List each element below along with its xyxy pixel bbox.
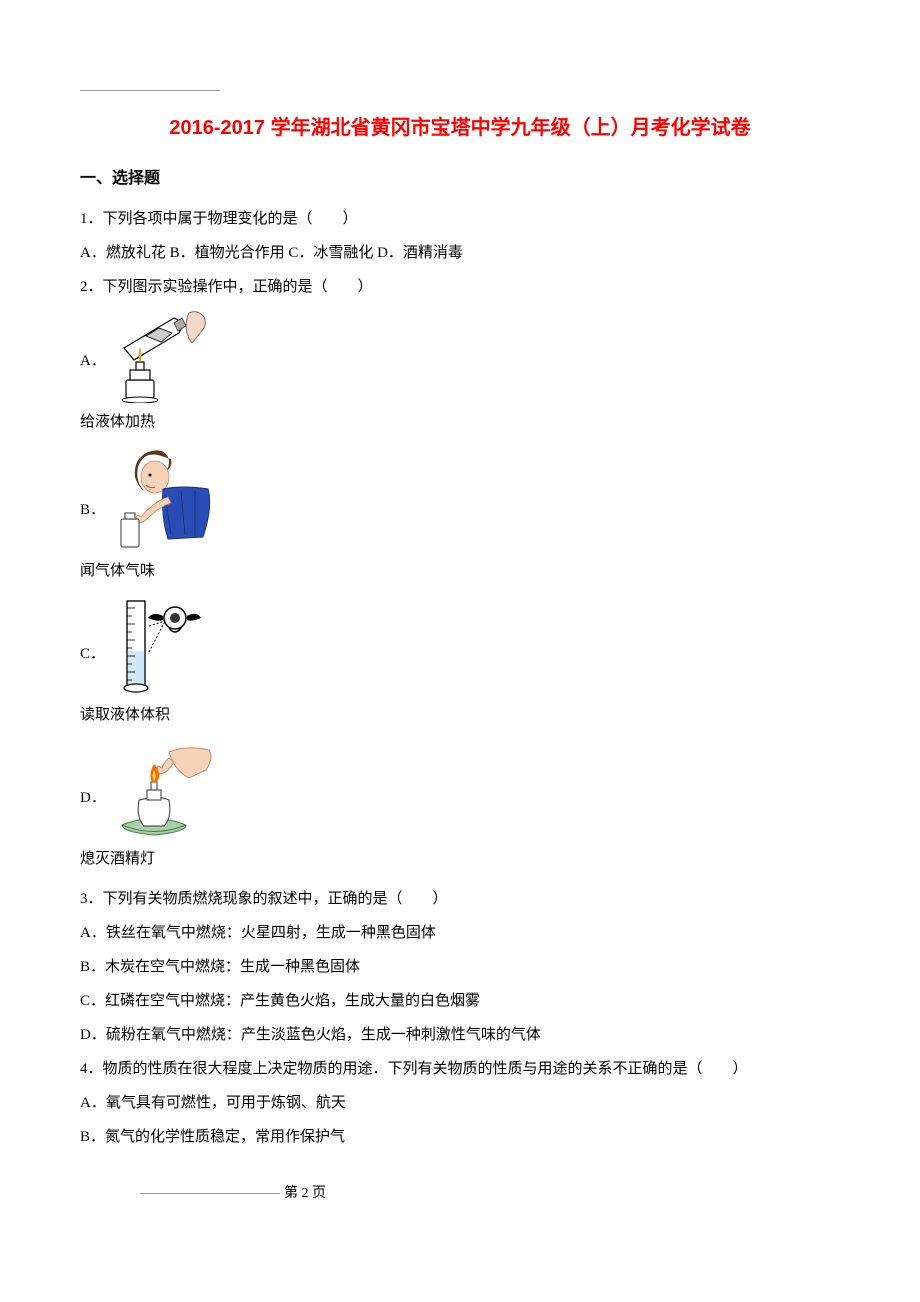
q2-option-a-caption: 给液体加热 <box>80 407 840 437</box>
q4-option-b: B．氮气的化学性质稳定，常用作保护气 <box>80 1122 840 1152</box>
q2-option-c-caption: 读取液体体积 <box>80 700 840 730</box>
q1-options: A．燃放礼花 B．植物光合作用 C．冰雪融化 D．酒精消毒 <box>80 238 840 268</box>
exam-title: 2016-2017 学年湖北省黄冈市宝塔中学九年级（上）月考化学试卷 <box>80 111 840 140</box>
smell-gas-icon <box>113 447 223 552</box>
q2-option-d-figure <box>114 740 219 840</box>
q2-option-d-letter: D． <box>80 786 106 840</box>
q1-stem: 1．下列各项中属于物理变化的是（ ） <box>80 204 840 234</box>
footer-rule <box>140 1193 280 1194</box>
q2-option-a: A． <box>80 308 840 403</box>
page-footer: 第 2 页 <box>80 1182 840 1202</box>
extinguish-lamp-icon <box>114 740 219 840</box>
q2-option-b-figure <box>113 447 223 552</box>
q2-option-d-caption: 熄灭酒精灯 <box>80 844 840 874</box>
q2-option-b: B． <box>80 447 840 552</box>
heating-liquid-icon <box>114 308 224 403</box>
q2-option-b-caption: 闻气体气味 <box>80 556 840 586</box>
q2-option-d: D． <box>80 740 840 840</box>
q3-option-b: B．木炭在空气中燃烧：生成一种黑色固体 <box>80 952 840 982</box>
q3-option-a: A．铁丝在氧气中燃烧：火星四射，生成一种黑色固体 <box>80 918 840 948</box>
q2-option-c-figure <box>113 596 203 696</box>
q3-option-d: D．硫粉在氧气中燃烧：产生淡蓝色火焰，生成一种刺激性气味的气体 <box>80 1020 840 1050</box>
q3-stem: 3．下列有关物质燃烧现象的叙述中，正确的是（ ） <box>80 884 840 914</box>
q2-option-a-letter: A． <box>80 349 106 403</box>
section-1-heading: 一、选择题 <box>80 164 840 188</box>
q4-stem: 4．物质的性质在很大程度上决定物质的用途．下列有关物质的性质与用途的关系不正确的… <box>80 1054 840 1084</box>
read-volume-icon <box>113 596 203 696</box>
q2-option-c-letter: C． <box>80 642 105 696</box>
q2-option-c: C． <box>80 596 840 696</box>
q4-option-a: A．氧气具有可燃性，可用于炼钢、航天 <box>80 1088 840 1118</box>
document-page: 2016-2017 学年湖北省黄冈市宝塔中学九年级（上）月考化学试卷 一、选择题… <box>0 0 920 1242</box>
q3-option-c: C．红磷在空气中燃烧：产生黄色火焰，生成大量的白色烟雾 <box>80 986 840 1016</box>
q2-option-b-letter: B． <box>80 498 105 552</box>
page-number: 第 2 页 <box>284 1182 326 1202</box>
q2-option-a-figure <box>114 308 224 403</box>
top-rule <box>80 90 220 91</box>
q2-stem: 2．下列图示实验操作中，正确的是（ ） <box>80 272 840 302</box>
